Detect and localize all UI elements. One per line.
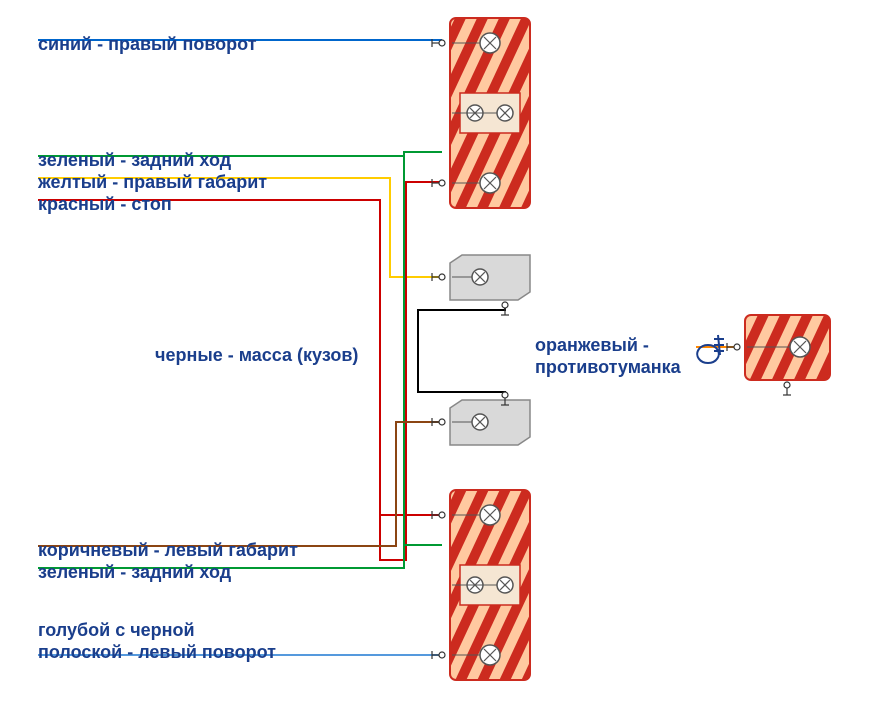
wire-w_black_bot bbox=[418, 350, 505, 395]
wire-w_black_top bbox=[418, 305, 505, 350]
terminal bbox=[439, 274, 445, 280]
fog-light-icon bbox=[697, 335, 724, 363]
label-blue_right_turn: синий - правый поворот bbox=[38, 34, 257, 55]
wire-w_red bbox=[38, 182, 442, 560]
label-green_reverse1: зеленый - задний ход bbox=[38, 150, 231, 171]
terminal bbox=[734, 344, 740, 350]
label-lightblue_left1: голубой с черной bbox=[38, 620, 195, 641]
lamp-fog bbox=[727, 315, 830, 395]
wire-w_brown bbox=[38, 422, 442, 546]
terminal bbox=[502, 302, 508, 308]
terminal bbox=[439, 652, 445, 658]
label-black_ground: черные - масса (кузов) bbox=[155, 345, 358, 366]
terminal bbox=[439, 180, 445, 186]
wiring-diagram: синий - правый поворот зеленый - задний х… bbox=[0, 0, 871, 720]
terminal bbox=[502, 392, 508, 398]
label-yellow_right_side: желтый - правый габарит bbox=[38, 172, 267, 193]
label-orange_fog1: оранжевый - bbox=[535, 335, 649, 356]
label-brown_left_side: коричневый - левый габарит bbox=[38, 540, 298, 561]
diagram-svg bbox=[0, 0, 871, 720]
label-orange_fog2: противотуманка bbox=[535, 357, 681, 378]
plate-plate_bot bbox=[432, 392, 530, 445]
lamp-top_right bbox=[432, 18, 530, 208]
plate-plate_top bbox=[432, 255, 530, 315]
label-lightblue_left2: полоской - левый поворот bbox=[38, 642, 276, 663]
terminal bbox=[784, 382, 790, 388]
terminal bbox=[439, 512, 445, 518]
lamp-bottom_left bbox=[432, 490, 530, 680]
terminal bbox=[439, 419, 445, 425]
label-green_reverse2: зеленый - задний ход bbox=[38, 562, 231, 583]
terminal bbox=[439, 40, 445, 46]
label-red_stop: красный - стоп bbox=[38, 194, 172, 215]
